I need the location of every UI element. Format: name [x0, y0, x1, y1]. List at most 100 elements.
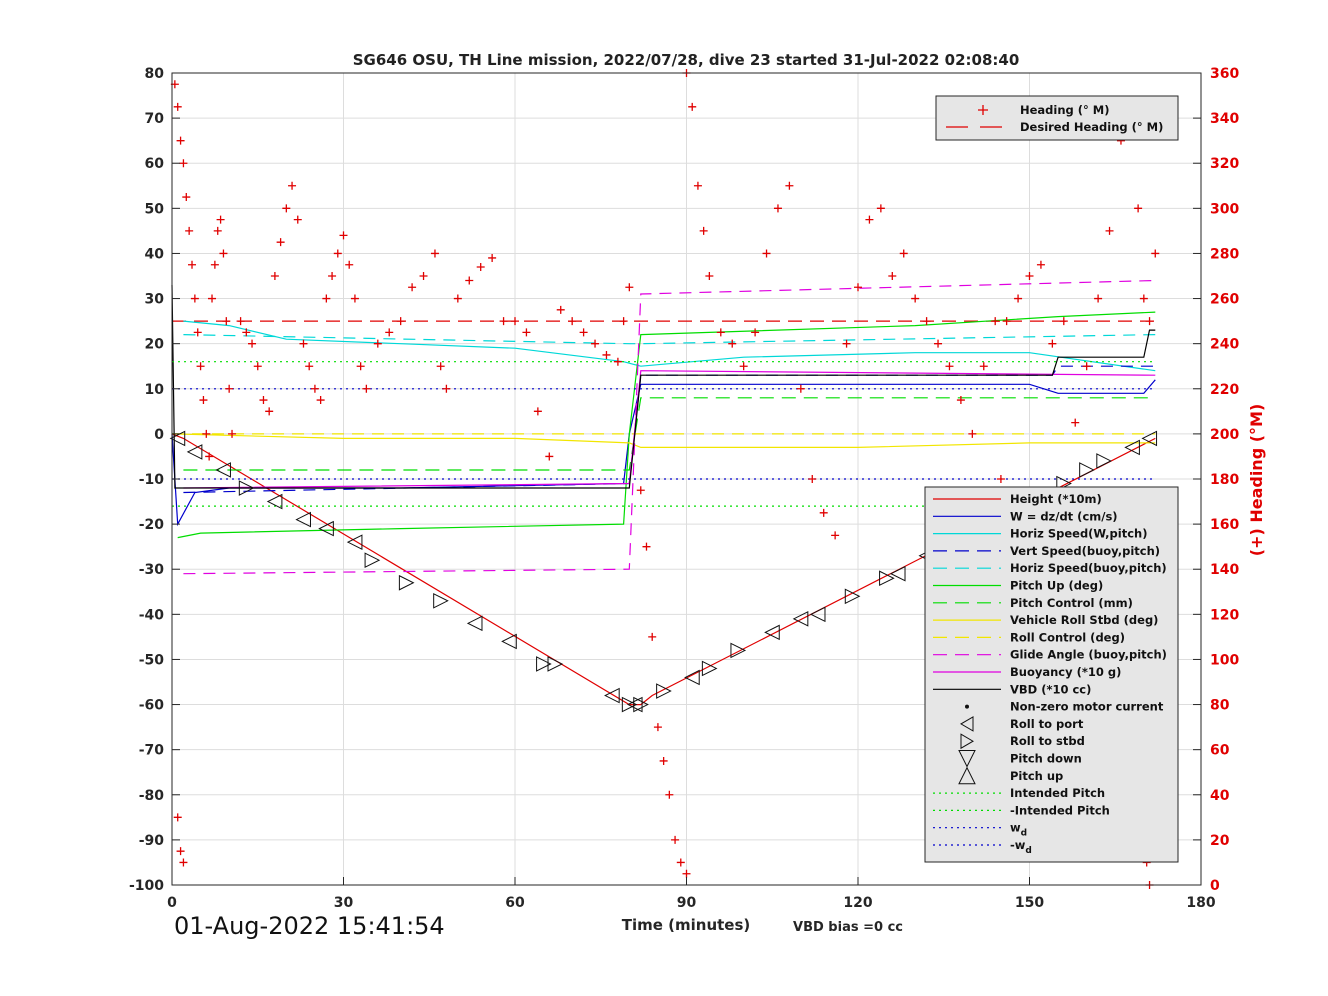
heading-point: [213, 226, 222, 235]
heading-point: [442, 384, 451, 393]
y-tick-label: -10: [139, 472, 165, 488]
y-tick-label: 80: [145, 66, 165, 82]
right-tick-label: 160: [1210, 517, 1239, 533]
y-tick-label: -20: [139, 517, 165, 533]
right-tick-label: 20: [1210, 833, 1230, 849]
legend-label: Pitch up: [1010, 769, 1063, 783]
heading-point: [219, 249, 228, 258]
roll-port-marker: [1124, 439, 1140, 456]
series-line: [171, 284, 1156, 489]
heading-point: [1002, 317, 1011, 326]
heading-point: [956, 396, 965, 405]
heading-point: [193, 328, 202, 337]
heading-point: [591, 339, 600, 348]
chart-title: SG646 OSU, TH Line mission, 2022/07/28, …: [353, 51, 1020, 69]
heading-point: [1059, 317, 1068, 326]
heading-point: [282, 204, 291, 213]
x-tick-label: 90: [677, 895, 697, 911]
legend-label: Pitch Control (mm): [1010, 596, 1133, 610]
legend-main: Height (*10m) W = dz/dt (cm/s) Horiz Speed…: [924, 486, 1179, 863]
heading-point: [1134, 204, 1143, 213]
y-tick-label: 20: [145, 337, 165, 353]
roll-port-marker: [889, 565, 906, 582]
heading-point: [671, 835, 680, 844]
heading-point: [373, 339, 382, 348]
heading-point: [499, 317, 508, 326]
heading-point: [545, 452, 554, 461]
heading-point: [436, 362, 445, 371]
legend-heading-symbol: [978, 105, 988, 115]
heading-point: [188, 260, 197, 269]
heading-point: [991, 317, 1000, 326]
legend-label: Pitch Up (deg): [1010, 579, 1103, 593]
heading-point: [922, 317, 931, 326]
heading-point: [316, 396, 325, 405]
heading-point: [739, 362, 748, 371]
legend-heading: Heading (° M) Desired Heading (° M): [935, 95, 1179, 141]
roll-port-marker: [318, 520, 334, 537]
roll-port-marker: [215, 462, 231, 478]
legend-label: Roll Control (deg): [1010, 630, 1125, 644]
heading-point: [339, 231, 348, 240]
timestamp: 01-Aug-2022 15:41:54: [174, 912, 445, 940]
heading-point: [568, 317, 577, 326]
legend-label: VBD (*10 cc): [1010, 682, 1091, 696]
heading-point: [176, 136, 185, 145]
heading-point: [176, 847, 185, 856]
y-tick-label: 60: [145, 156, 165, 172]
heading-point: [190, 294, 199, 303]
right-tick-label: 220: [1210, 382, 1239, 398]
heading-point: [676, 858, 685, 867]
legend-label: Roll to port: [1010, 717, 1084, 731]
legend-label: Glide Angle (buoy,pitch): [1010, 648, 1167, 662]
y-tick-label: -40: [139, 607, 165, 623]
roll-port-marker: [626, 696, 643, 713]
heading-point: [259, 396, 268, 405]
x-tick-label: 120: [843, 895, 872, 911]
heading-point: [876, 204, 885, 213]
heading-point: [488, 253, 497, 262]
heading-point: [350, 294, 359, 303]
right-axis-label: (+) Heading (°M): [1247, 404, 1266, 557]
legend-label: Non-zero motor current: [1010, 700, 1164, 714]
heading-point: [659, 756, 668, 765]
legend-pitch-down-symbol: [958, 750, 976, 768]
heading-point: [831, 531, 840, 540]
heading-point: [248, 339, 257, 348]
heading-point: [665, 790, 674, 799]
legend-label: W = dz/dt (cm/s): [1010, 509, 1118, 523]
x-tick-label: 30: [334, 895, 354, 911]
heading-point: [579, 328, 588, 337]
legend-label: Horiz Speed(buoy,pitch): [1010, 561, 1167, 575]
series-line: [171, 433, 1156, 448]
roll-stbd-marker: [1079, 462, 1095, 478]
heading-point: [996, 475, 1005, 483]
heading-point: [1139, 294, 1148, 303]
heading-point: [179, 159, 188, 168]
right-tick-label: 80: [1210, 698, 1230, 714]
heading-point: [228, 429, 237, 438]
heading-point: [208, 294, 217, 303]
x-tick-label: 150: [1015, 895, 1044, 911]
roll-port-marker: [792, 611, 809, 627]
heading-point: [179, 858, 188, 867]
heading-point: [453, 294, 462, 303]
legend-subscript: d: [1021, 829, 1027, 839]
axis-ticks: 0 30 60 90 120 150 180-100-90-80-70-60-50-40-3…: [129, 66, 1240, 911]
heading-point: [625, 283, 634, 292]
heading-point: [328, 272, 337, 280]
heading-point: [619, 317, 628, 326]
y-tick-label: 40: [145, 246, 165, 262]
y-tick-label: -100: [129, 878, 164, 894]
legend-label: Vehicle Roll Stbd (deg): [1010, 613, 1158, 627]
heading-point: [865, 215, 874, 224]
y-tick-label: 30: [145, 292, 165, 308]
legend-stbd-symbol: [960, 733, 974, 750]
roll-stbd-marker: [433, 592, 449, 609]
heading-point: [385, 328, 394, 337]
roll-stbd-marker: [547, 656, 564, 672]
heading-point: [322, 294, 331, 303]
legend-label: Roll to stbd: [1010, 734, 1085, 748]
roll-stbd-marker: [730, 642, 747, 659]
heading-point: [762, 249, 771, 258]
